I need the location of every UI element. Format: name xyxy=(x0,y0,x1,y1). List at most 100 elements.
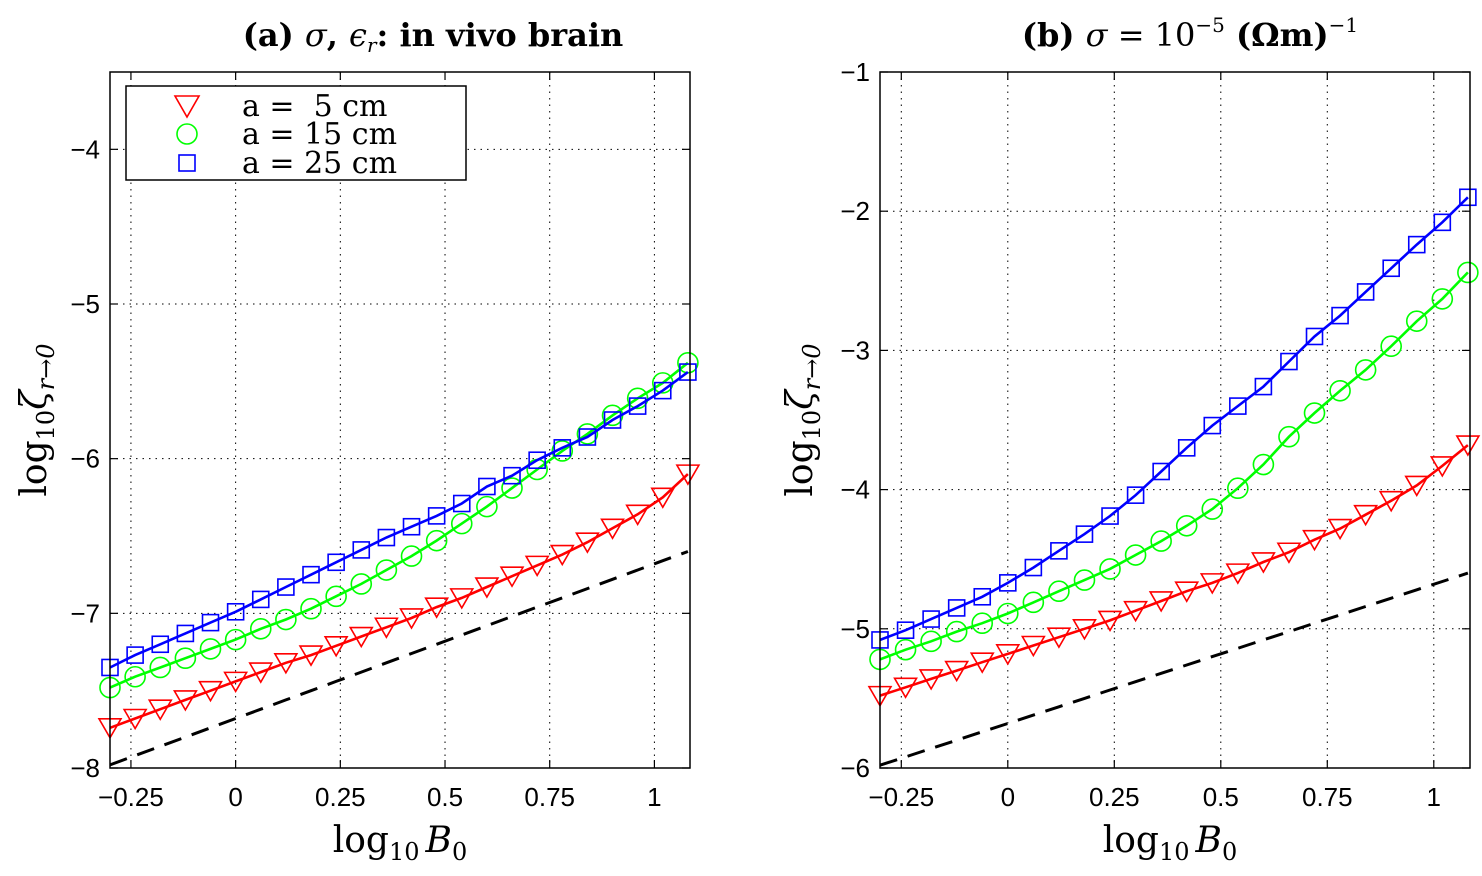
x-tick-label: 1 xyxy=(1427,782,1441,812)
triangle-marker xyxy=(675,464,701,486)
legend-entry-a25: a = 25 cm xyxy=(242,146,397,181)
triangle-marker xyxy=(549,544,575,567)
square-marker xyxy=(377,528,396,547)
triangle-marker xyxy=(1020,635,1046,658)
panel-a-xlabel: log10 B0 xyxy=(333,820,468,866)
circle-marker xyxy=(1175,514,1198,537)
circle-marker xyxy=(1278,425,1300,448)
triangle-marker xyxy=(918,669,944,691)
x-tick-label: −0.25 xyxy=(868,782,934,812)
panel-b-grid xyxy=(880,72,1470,768)
y-tick-label: −6 xyxy=(840,753,870,783)
circle-marker xyxy=(996,602,1019,625)
circle-marker xyxy=(1201,498,1224,520)
panel-b-xlabel-varsub: 0 xyxy=(1222,838,1237,866)
square-marker xyxy=(653,381,672,400)
panel-a-ylabel-varsub: r→0 xyxy=(32,343,60,390)
square-marker xyxy=(896,621,915,639)
square-marker xyxy=(452,494,471,513)
circle-marker xyxy=(1431,288,1454,310)
triangle-marker xyxy=(1353,504,1379,527)
square-marker xyxy=(1177,439,1196,457)
square-marker xyxy=(402,517,421,536)
square-marker xyxy=(352,541,371,559)
square-marker xyxy=(1152,462,1170,481)
legend-entry-a5: a = 5 cm xyxy=(242,89,388,124)
panel-b-ylabel-var: ζ xyxy=(780,388,821,410)
legend-box xyxy=(125,85,467,181)
legend-marker-circle xyxy=(176,123,198,145)
circle-marker xyxy=(501,477,523,499)
panel-a-ylabel-sub: 10 xyxy=(32,410,60,441)
square-marker xyxy=(922,610,940,628)
triangle-marker xyxy=(198,680,223,703)
circle-marker xyxy=(1022,591,1045,614)
circle-marker xyxy=(199,638,222,660)
square-marker xyxy=(1305,327,1324,346)
triangle-marker xyxy=(575,532,600,554)
square-marker xyxy=(478,477,496,496)
square-marker xyxy=(947,599,966,617)
panel-b-ylabel-sub: 10 xyxy=(798,410,826,441)
square-marker xyxy=(1382,259,1400,278)
square-marker xyxy=(503,466,521,485)
circle-marker xyxy=(1380,335,1402,358)
x-tick-label: 0.5 xyxy=(427,782,463,812)
square-marker xyxy=(327,553,345,572)
x-tick-label: 0.5 xyxy=(1203,782,1239,812)
circle-marker xyxy=(300,597,322,620)
triangle-marker xyxy=(1123,600,1148,623)
panel-a-ticks: −0.25 0 0.25 0.5 0.75 1 −8 −7 −6 −5 −4 xyxy=(70,72,690,812)
y-tick-label: −4 xyxy=(70,134,100,164)
triangle-marker xyxy=(1148,591,1174,613)
x-tick-label: 0 xyxy=(228,782,242,812)
panel-a-xlabel-var: B xyxy=(425,820,452,861)
square-marker xyxy=(1254,377,1273,396)
legend-entry-a15: a = 15 cm xyxy=(242,117,397,152)
square-marker xyxy=(251,590,270,609)
circle-marker xyxy=(400,545,423,567)
triangle-marker xyxy=(449,588,475,610)
panel-a-ylabel-var: ζ xyxy=(14,388,55,410)
panel-b-ticks: −0.25 0 0.25 0.5 0.75 1 −6 −5 −4 −3 −2 −1 xyxy=(840,57,1470,812)
y-tick-label: −1 xyxy=(840,57,870,87)
triangle-marker xyxy=(1302,529,1327,552)
square-marker xyxy=(201,613,220,632)
panel-a: (a) σ, ϵr: in vivo brain −0.25 0 0.25 0.5 0.… xyxy=(14,16,701,866)
circle-marker xyxy=(920,630,942,653)
panel-a-grid xyxy=(110,72,690,768)
square-marker xyxy=(1433,213,1452,232)
circle-marker xyxy=(1048,580,1070,603)
legend: a = 5 cm a = 15 cm a = 25 cm xyxy=(125,85,467,181)
square-marker xyxy=(1331,306,1349,325)
panel-b-xlabel-sub: 10 xyxy=(1159,838,1190,866)
square-marker xyxy=(679,363,697,381)
circle-marker xyxy=(1457,261,1479,284)
circle-marker xyxy=(476,495,498,518)
square-marker xyxy=(1203,416,1222,435)
circle-marker xyxy=(1073,569,1096,591)
triangle-marker xyxy=(474,577,500,599)
square-marker xyxy=(1126,486,1145,504)
circle-marker xyxy=(350,573,373,595)
square-marker xyxy=(1101,507,1119,525)
circle-marker xyxy=(1303,402,1326,424)
triangle-marker xyxy=(348,626,374,649)
series-line-3 xyxy=(109,550,689,767)
triangle-marker xyxy=(1046,627,1072,649)
panel-a-axes-box xyxy=(109,71,691,769)
triangle-marker xyxy=(1072,618,1097,641)
triangle-marker xyxy=(1455,435,1481,457)
circle-marker xyxy=(275,608,297,631)
circle-marker xyxy=(551,440,574,462)
triangle-marker xyxy=(944,660,970,683)
triangle-marker xyxy=(650,487,676,509)
legend-marker-triangle xyxy=(173,95,201,119)
circle-marker xyxy=(1099,558,1121,580)
triangle-marker xyxy=(399,608,424,630)
square-marker xyxy=(1024,558,1043,577)
square-marker xyxy=(1229,397,1247,415)
x-tick-label: 0.75 xyxy=(524,782,575,812)
circle-marker xyxy=(1252,453,1275,476)
circle-marker xyxy=(1405,310,1428,332)
